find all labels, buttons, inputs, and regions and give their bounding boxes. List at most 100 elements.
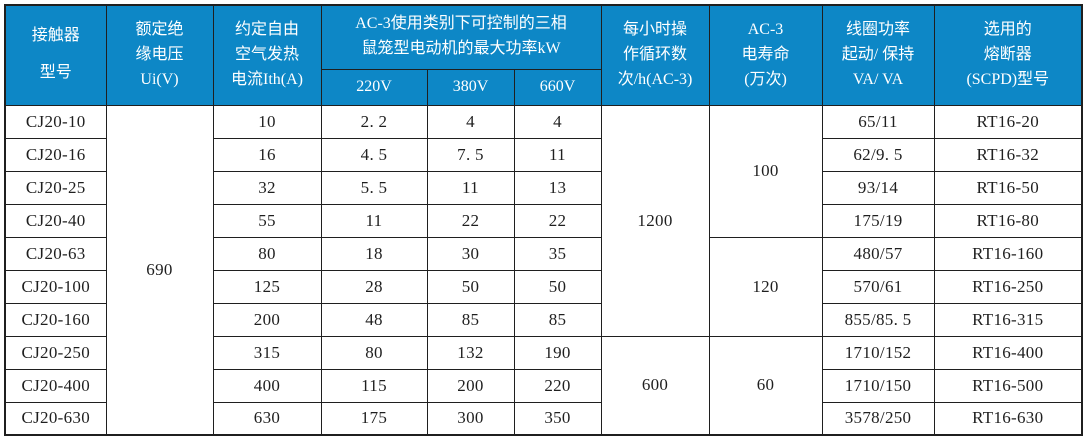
- cell-ith: 55: [212, 203, 322, 238]
- cell-model: CJ20-10: [4, 104, 107, 139]
- cell-p660: 50: [513, 269, 602, 304]
- cell-ith: 315: [212, 335, 322, 370]
- cell-p220: 48: [320, 302, 428, 337]
- cell-p660: 350: [513, 401, 602, 436]
- header-cycles: 每小时操 作循环数 次/h(AC-3): [600, 4, 710, 106]
- cell-p660: 4: [513, 104, 602, 139]
- cell-model: CJ20-400: [4, 368, 107, 403]
- cell-ith: 400: [212, 368, 322, 403]
- cell-coil: 1710/150: [821, 368, 935, 403]
- cell-fuse: RT16-500: [933, 368, 1083, 403]
- cell-p660: 35: [513, 236, 602, 271]
- cell-fuse: RT16-160: [933, 236, 1083, 271]
- cell-model: CJ20-100: [4, 269, 107, 304]
- contactor-spec-table: 接触器 型号 额定绝 缘电压 Ui(V) 约定自由 空气发热 电流Ith(A) …: [4, 4, 1084, 436]
- cell-p380: 85: [426, 302, 515, 337]
- table-row-cj20-400: CJ20-400 400 115 200 220 1710/150 RT16-5…: [4, 368, 1083, 403]
- cell-coil: 175/19: [821, 203, 935, 238]
- cell-ith: 16: [212, 137, 322, 172]
- cell-coil: 62/9. 5: [821, 137, 935, 172]
- cell-p380: 7. 5: [426, 137, 515, 172]
- header-380v: 380V: [426, 68, 515, 106]
- cell-model: CJ20-250: [4, 335, 107, 370]
- cell-coil: 570/61: [821, 269, 935, 304]
- header-row-voltages: 220V 380V 660V: [5, 68, 1082, 106]
- cell-ith: 125: [212, 269, 322, 304]
- cell-ith: 32: [212, 170, 322, 205]
- cell-cycles-merged-top: 1200: [600, 104, 710, 337]
- cell-coil: 480/57: [821, 236, 935, 271]
- header-row-main: 接触器 型号 额定绝 缘电压 Ui(V) 约定自由 空气发热 电流Ith(A) …: [4, 4, 1083, 106]
- cell-life-merged-top: 100: [708, 104, 823, 238]
- cell-fuse: RT16-400: [933, 335, 1083, 370]
- cell-p220: 175: [320, 401, 428, 436]
- cell-p220: 28: [320, 269, 428, 304]
- cell-fuse: RT16-20: [933, 104, 1083, 139]
- cell-p220: 4. 5: [320, 137, 428, 172]
- cell-ith: 80: [212, 236, 322, 271]
- cell-p220: 115: [320, 368, 428, 403]
- cell-fuse: RT16-315: [933, 302, 1083, 337]
- header-electrical-life: AC-3 电寿命 (万次): [708, 4, 823, 106]
- header-power-group: AC-3使用类别下可控制的三相 鼠笼型电动机的最大功率kW: [320, 4, 602, 70]
- cell-life-merged-mid: 120: [708, 236, 823, 337]
- cell-insulation-voltage-merged: 690: [105, 104, 214, 436]
- cell-coil: 93/14: [821, 170, 935, 205]
- cell-p660: 85: [513, 302, 602, 337]
- cell-coil: 3578/250: [821, 401, 935, 436]
- cell-model: CJ20-40: [4, 203, 107, 238]
- table-row-cj20-16: CJ20-16 16 4. 5 7. 5 11 62/9. 5 RT16-32: [4, 137, 1083, 172]
- cell-ith: 200: [212, 302, 322, 337]
- cell-model: CJ20-630: [4, 401, 107, 436]
- table-body: CJ20-10 690 10 2. 2 4 4 1200 100 65/11 R…: [4, 104, 1083, 436]
- table-row-cj20-160: CJ20-160 200 48 85 85 855/85. 5 RT16-315: [4, 302, 1083, 337]
- cell-p660: 11: [513, 137, 602, 172]
- header-fuse: 选用的 熔断器 (SCPD)型号: [933, 4, 1083, 106]
- cell-model: CJ20-160: [4, 302, 107, 337]
- cell-p220: 11: [320, 203, 428, 238]
- cell-p220: 80: [320, 335, 428, 370]
- cell-p220: 5. 5: [320, 170, 428, 205]
- cell-life-merged-bottom: 60: [708, 335, 823, 436]
- header-coil-power: 线圈功率 起动/ 保持 VA/ VA: [821, 4, 935, 106]
- cell-p220: 2. 2: [320, 104, 428, 139]
- cell-ith: 10: [212, 104, 322, 139]
- cell-fuse: RT16-32: [933, 137, 1083, 172]
- cell-coil: 65/11: [821, 104, 935, 139]
- header-220v: 220V: [320, 68, 428, 106]
- cell-fuse: RT16-250: [933, 269, 1083, 304]
- cell-fuse: RT16-80: [933, 203, 1083, 238]
- cell-fuse: RT16-50: [933, 170, 1083, 205]
- table-row-cj20-25: CJ20-25 32 5. 5 11 13 93/14 RT16-50: [4, 170, 1083, 205]
- cell-p660: 22: [513, 203, 602, 238]
- cell-model: CJ20-25: [4, 170, 107, 205]
- cell-coil: 855/85. 5: [821, 302, 935, 337]
- cell-p380: 4: [426, 104, 515, 139]
- table-row-cj20-10: CJ20-10 690 10 2. 2 4 4 1200 100 65/11 R…: [4, 104, 1083, 436]
- header-660v: 660V: [513, 68, 602, 106]
- cell-p380: 300: [426, 401, 515, 436]
- cell-p660: 220: [513, 368, 602, 403]
- table-row-cj20-100: CJ20-100 125 28 50 50 570/61 RT16-250: [4, 269, 1083, 304]
- cell-p380: 22: [426, 203, 515, 238]
- header-thermal-current: 约定自由 空气发热 电流Ith(A): [212, 4, 322, 106]
- table-row-cj20-63: CJ20-63 80 18 30 35 120 480/57 RT16-160: [4, 236, 1083, 337]
- cell-model: CJ20-63: [4, 236, 107, 271]
- cell-p380: 30: [426, 236, 515, 271]
- cell-ith: 630: [212, 401, 322, 436]
- header-insulation-voltage: 额定绝 缘电压 Ui(V): [105, 4, 214, 106]
- table-row-cj20-630: CJ20-630 630 175 300 350 3578/250 RT16-6…: [4, 401, 1083, 436]
- cell-p660: 190: [513, 335, 602, 370]
- cell-p380: 50: [426, 269, 515, 304]
- cell-coil: 1710/152: [821, 335, 935, 370]
- cell-p380: 11: [426, 170, 515, 205]
- cell-p380: 132: [426, 335, 515, 370]
- table-header: 接触器 型号 额定绝 缘电压 Ui(V) 约定自由 空气发热 电流Ith(A) …: [4, 4, 1083, 106]
- cell-cycles-merged-bottom: 600: [600, 335, 710, 436]
- table-row-cj20-40: CJ20-40 55 11 22 22 175/19 RT16-80: [4, 203, 1083, 238]
- header-model: 接触器 型号: [4, 4, 107, 106]
- table-row-cj20-250: CJ20-250 315 80 132 190 600 60 1710/152 …: [4, 335, 1083, 436]
- cell-p220: 18: [320, 236, 428, 271]
- cell-p660: 13: [513, 170, 602, 205]
